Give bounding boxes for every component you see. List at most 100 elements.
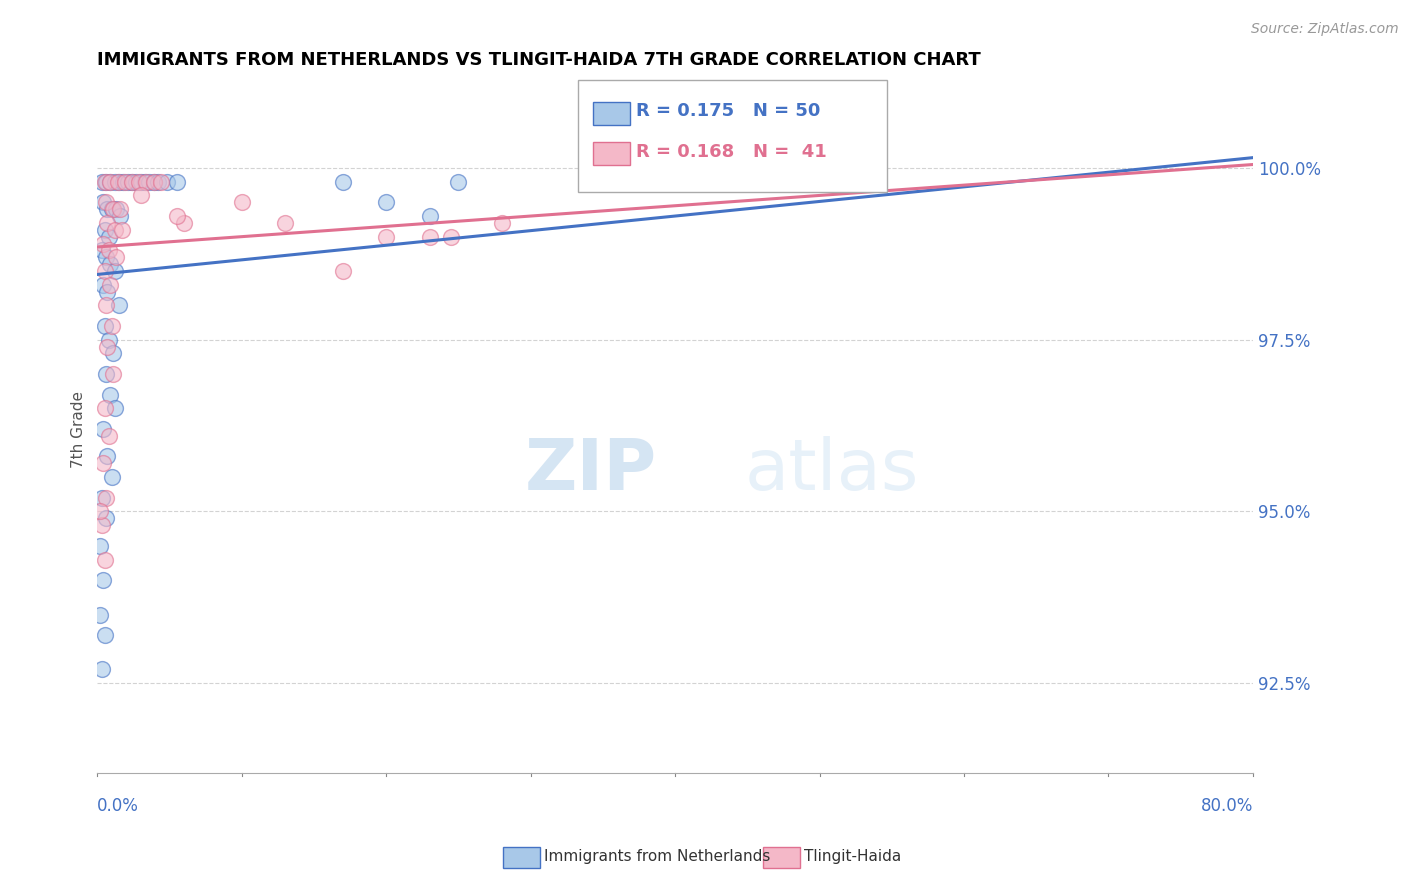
Point [93,223,115,237]
Point [91,422,114,436]
Point [129,188,152,202]
Point [98,277,121,292]
Point [91,236,114,251]
Point [274,216,297,230]
Point [94,298,117,312]
Point [90,518,112,533]
Point [111,223,134,237]
Text: ZIP: ZIP [524,435,657,505]
Text: 80.0%: 80.0% [1201,797,1253,814]
Point [166,175,188,189]
Y-axis label: 7th Grade: 7th Grade [72,391,86,467]
Point [149,175,172,189]
Point [93,264,115,278]
Point [93,318,115,333]
Point [105,202,128,217]
Point [134,175,156,189]
Point [98,387,121,401]
Point [332,264,354,278]
Point [98,175,121,189]
Point [98,257,121,271]
Point [231,195,253,210]
Point [89,607,111,622]
Point [105,250,128,264]
Point [110,202,132,217]
Point [96,285,118,299]
Point [103,367,125,381]
Point [104,223,127,237]
Point [91,277,114,292]
Point [89,504,111,518]
Point [97,333,120,347]
Point [129,175,152,189]
Point [112,175,135,189]
Point [104,264,127,278]
Point [108,298,131,312]
Point [419,209,441,223]
Point [491,216,513,230]
Point [125,175,148,189]
Text: IMMIGRANTS FROM NETHERLANDS VS TLINGIT-HAIDA 7TH GRADE CORRELATION CHART: IMMIGRANTS FROM NETHERLANDS VS TLINGIT-H… [97,51,981,69]
Point [104,175,127,189]
Point [138,175,160,189]
Point [103,202,125,217]
Point [91,573,114,587]
Point [93,401,115,416]
Point [94,250,117,264]
Point [107,175,129,189]
Point [93,552,115,566]
Point [128,175,150,189]
Text: Immigrants from Netherlands: Immigrants from Netherlands [544,849,770,863]
Text: 0.0%: 0.0% [97,797,139,814]
Point [94,367,117,381]
Point [97,244,120,258]
Point [166,209,188,223]
Point [114,175,136,189]
Text: Tlingit-Haida: Tlingit-Haida [804,849,901,863]
Point [135,175,157,189]
Point [146,175,169,189]
Point [96,216,118,230]
Point [101,202,124,217]
Point [91,195,114,210]
Point [94,511,117,525]
Point [94,175,117,189]
Point [97,229,120,244]
Point [419,229,441,244]
Point [121,175,143,189]
Point [117,175,139,189]
Point [332,175,354,189]
Point [121,175,143,189]
Point [90,663,112,677]
Point [90,491,112,505]
Point [447,175,470,189]
Point [108,175,131,189]
Point [93,628,115,642]
Point [90,244,112,258]
Point [94,491,117,505]
Point [440,229,463,244]
Point [142,175,165,189]
Point [173,216,195,230]
Point [142,175,165,189]
Point [103,346,125,360]
Point [96,202,118,217]
Text: R = 0.168   N =  41: R = 0.168 N = 41 [636,143,827,161]
Point [96,340,118,354]
Point [101,470,124,484]
Point [375,195,398,210]
Point [375,229,398,244]
Point [156,175,179,189]
Point [93,175,115,189]
Text: R = 0.175   N = 50: R = 0.175 N = 50 [636,103,820,120]
Point [97,429,120,443]
Point [101,318,124,333]
Point [98,175,121,189]
Point [94,195,117,210]
Point [96,450,118,464]
Text: atlas: atlas [744,435,918,505]
Point [110,209,132,223]
Point [104,401,127,416]
Point [89,539,111,553]
Point [90,175,112,189]
